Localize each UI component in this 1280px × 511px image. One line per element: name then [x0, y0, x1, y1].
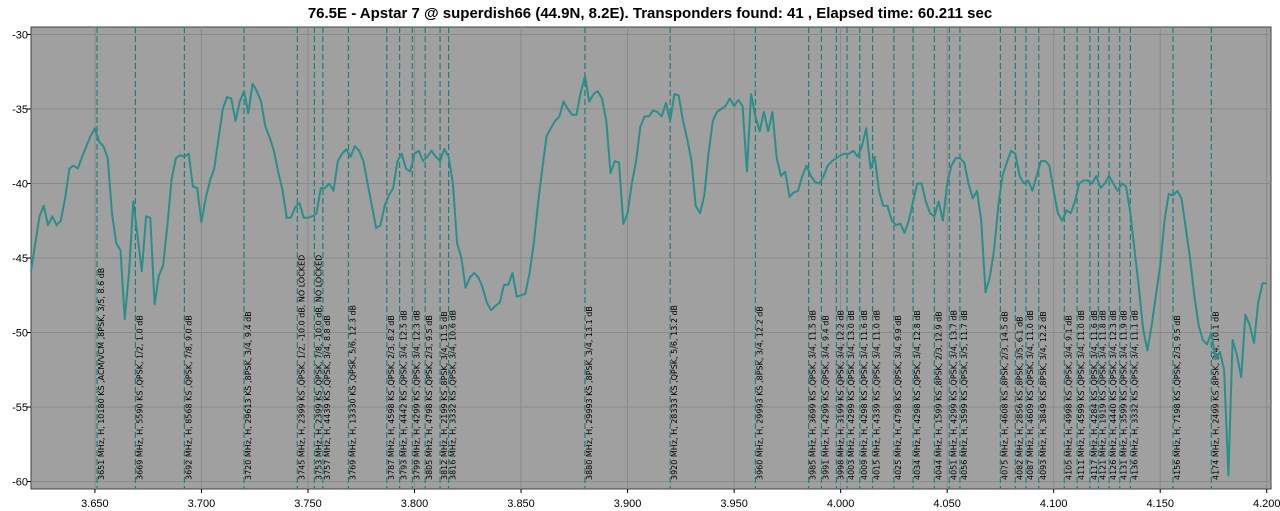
transponder-label: 3998 MHz, H, 3199 KS ,QPSK, 3/4, 12.2 dB — [836, 310, 845, 480]
transponder-label: 4136 MHz, H, 3332 KS ,QPSK, 3/4, 11.1 dB — [1130, 310, 1139, 480]
y-tick-label: -60 — [12, 477, 28, 489]
y-tick-label: -50 — [12, 328, 28, 340]
transponder-label: 4075 MHz, H, 4608 KS ,8PSK, 2/3, 14.5 dB — [1000, 311, 1009, 480]
transponder-label: 4111 MHz, H, 4599 KS ,QPSK, 3/4, 11.0 dB — [1077, 310, 1086, 480]
transponder-label: 3812 MHz, H, 2199 KS ,8PSK, 3/4, 11.5 dB — [440, 311, 449, 480]
series-layer — [30, 75, 1267, 477]
transponder-label: 3920 MHz, H, 28333 KS ,QPSK, 5/6, 13.2 d… — [670, 305, 679, 480]
x-tick-label: 3.650 — [81, 498, 109, 510]
transponder-label: 3720 MHz, H, 29613 KS ,8PSK, 3/4, 9.4 dB — [244, 311, 253, 480]
transponder-label: 3805 MHz, H, 4798 KS ,QPSK, 2/3, 9.5 dB — [425, 315, 434, 480]
transponder-label: 4156 MHz, H, 7198 KS ,QPSK, 2/3, 9.5 dB — [1173, 315, 1182, 480]
transponder-label: 3692 MHz, H, 8568 KS ,QPSK, 7/8, 9.0 dB — [184, 315, 193, 480]
transponder-label: 4105 MHz, H, 4998 KS ,QPSK, 3/4, 9.1 dB — [1064, 315, 1073, 480]
axis-layer: -30 -35 -40 -45 -50 -55 -60 3.650 3.700 3.750 3.80… — [12, 29, 1280, 510]
y-tick-label: -40 — [12, 178, 28, 190]
transponder-label: 3985 MHz, H, 3699 KS ,QPSK, 3/4, 11.5 dB — [809, 310, 818, 480]
transponder-label: 3651 MHz, H, 10180 KS ,ACM/VCM ,8PSK, 3/… — [97, 268, 106, 480]
transponder-label: 3880 MHz, H, 29993 KS ,8PSK, 3/4, 13.1 d… — [585, 306, 594, 480]
x-tick-label: 4.000 — [827, 498, 855, 510]
transponder-label: 4087 MHz, H, 4609 KS ,QPSK, 3/4, 11.0 dB — [1026, 310, 1035, 480]
y-tick-label: -30 — [12, 29, 28, 41]
x-tick-label: 4.150 — [1146, 498, 1174, 510]
transponder-label: 4082 MHz, H, 2856 KS ,8PSK, 3/5, 6.1 dB — [1015, 316, 1024, 480]
transponder-label: 3787 MHz, H, 4598 KS ,QPSK, 2/3, 8.2 dB — [387, 315, 396, 480]
x-tick-label: 3.750 — [294, 498, 322, 510]
y-tick-label: -45 — [12, 253, 28, 265]
x-tick-label: 4.100 — [1040, 498, 1068, 510]
transponder-label: 3793 MHz, H, 4442 KS ,QPSK, 3/4, 12.5 dB — [400, 310, 409, 480]
x-tick-label: 3.950 — [720, 498, 748, 510]
transponder-label: 4174 MHz, H, 2499 KS ,8PSK, 3/4, 10.1 dB — [1211, 311, 1220, 480]
transponder-label: 3753 MHz, H, 2399 KS ,QPSK, 7/8, -10.0 d… — [314, 255, 323, 480]
transponder-label: 4056 MHz, H, 3599 KS ,QPSK, 3/5, 11.7 dB — [960, 310, 969, 480]
transponder-label: 4051 MHz, H, 4299 KS ,QPSK, 3/4, 13.7 dB — [949, 310, 958, 480]
transponder-label: 4121 MHz, H, 1919 KS ,QPSK, 3/4, 11.8 dB — [1098, 310, 1107, 480]
transponder-label: 4034 MHz, H, 4298 KS ,QPSK, 3/4, 12.8 dB — [913, 310, 922, 480]
transponder-label: 3799 MHz, H, 4299 KS ,QPSK, 3/4, 12.3 dB — [412, 310, 421, 480]
transponder-label: 4003 MHz, H, 4299 KS ,QPSK, 3/4, 13.0 dB — [847, 310, 856, 480]
transponder-layer: 3651 MHz, H, 10180 KS ,ACM/VCM ,8PSK, 3/… — [96, 27, 1220, 489]
transponder-label: 4131 MHz, H, 3599 KS ,QPSK, 3/4, 11.9 dB — [1120, 310, 1129, 480]
x-tick-label: 3.800 — [401, 498, 429, 510]
x-tick-label: 3.900 — [614, 498, 642, 510]
transponder-label: 3991 MHz, H, 4299 KS ,QPSK, 3/4, 9.4 dB — [821, 315, 830, 480]
transponder-label: 4117 MHz, H, 4284 KS ,QPSK, 3/4, 11.6 dB — [1090, 310, 1099, 480]
transponder-label: 3816 MHz, H, 3332 KS ,QPSK, 3/4, 10.6 dB — [449, 310, 458, 480]
x-tick-label: 4.200 — [1253, 498, 1280, 510]
transponder-label: 3757 MHz, H, 4439 KS ,QPSK, 3/4, 8.8 dB — [323, 315, 332, 480]
transponder-label: 3960 MHz, H, 29993 KS ,8PSK, 3/4, 12.2 d… — [755, 306, 764, 480]
chart-title: 76.5E - Apstar 7 @ superdish66 (44.9N, 8… — [308, 5, 992, 22]
transponder-label: 3745 MHz, H, 2399 KS ,QPSK, 1/2, -10.0 d… — [297, 255, 306, 480]
spectrum-line — [30, 75, 1267, 477]
transponder-label: 4126 MHz, H, 4440 KS ,QPSK, 3/4, 12.3 dB — [1109, 310, 1118, 480]
y-tick-label: -35 — [12, 104, 28, 116]
transponder-label: 4044 MHz, H, 1599 KS ,8PSK, 2/3, 12.9 dB — [934, 311, 943, 480]
transponder-label: 4009 MHz, H, 4298 KS ,QPSK, 3/4, 11.6 dB — [860, 310, 869, 480]
transponder-label: 4093 MHz, H, 3849 KS ,8PSK, 3/4, 12.2 dB — [1039, 311, 1048, 480]
x-tick-label: 4.050 — [933, 498, 961, 510]
transponder-label: 3769 MHz, H, 13330 KS ,QPSK, 5/6, 12.3 d… — [348, 305, 357, 480]
x-tick-label: 3.850 — [507, 498, 535, 510]
transponder-label: 4025 MHz, H, 4798 KS ,QPSK, 3/4, 9.9 dB — [894, 315, 903, 480]
transponder-label: 3669 MHz, H, 5590 KS ,QPSK, 1/2, 1.0 dB — [135, 315, 144, 480]
transponder-label: 4015 MHz, H, 4339 KS ,QPSK, 3/4, 11.0 dB — [873, 310, 882, 480]
y-tick-label: -55 — [12, 402, 28, 414]
x-tick-label: 3.700 — [188, 498, 216, 510]
